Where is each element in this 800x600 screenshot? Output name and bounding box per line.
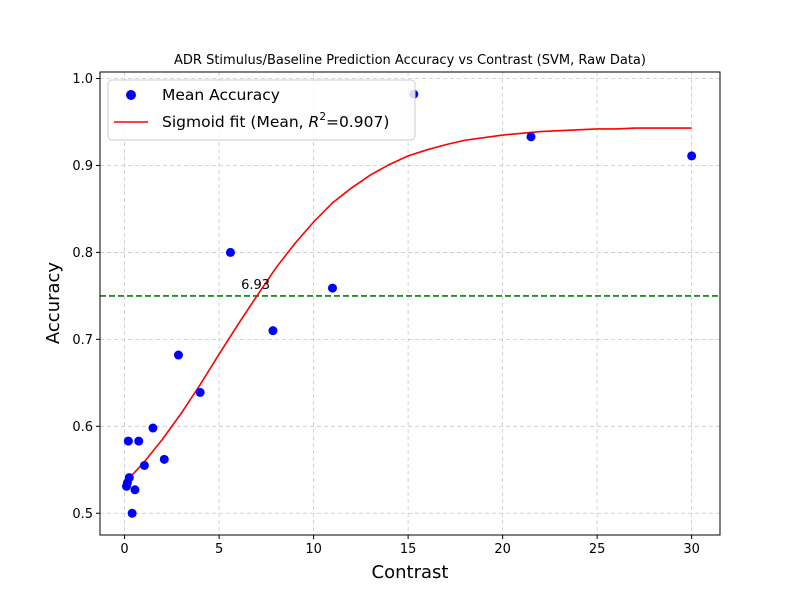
legend-marker-mean-accuracy	[126, 90, 136, 100]
y-tick-label: 0.9	[72, 159, 93, 174]
data-point	[526, 132, 536, 142]
grid	[100, 72, 720, 535]
ticks-layer: 0 5 10 15 20 25 30 0.5 0.6 0.7 0.8 0.9 1.0	[72, 72, 700, 557]
data-point	[328, 283, 337, 293]
x-axis-label: Contrast	[372, 562, 449, 583]
data-points-layer	[121, 89, 697, 518]
legend-label-mean-accuracy: Mean Accuracy	[162, 86, 280, 104]
x-tick-label: 25	[589, 542, 606, 557]
fit-curve-layer	[125, 127, 692, 482]
data-point	[134, 436, 144, 446]
data-point	[195, 387, 205, 397]
threshold-annotation: 6.93	[241, 278, 270, 293]
y-axis-label: Accuracy	[43, 262, 64, 345]
data-point	[130, 485, 140, 495]
x-tick-label: 30	[683, 542, 700, 557]
chart-title: ADR Stimulus/Baseline Prediction Accurac…	[174, 53, 646, 68]
legend-label-sigmoid-sup: 2	[319, 111, 326, 123]
data-point	[123, 436, 133, 446]
legend-label-sigmoid-fit: Sigmoid fit (Mean, R2=0.907)	[162, 111, 389, 131]
plot-frame	[99, 71, 721, 536]
legend-label-sigmoid-prefix: Sigmoid fit (Mean,	[162, 113, 309, 131]
y-tick-label: 0.6	[72, 420, 93, 435]
data-point	[148, 423, 158, 433]
legend-box	[107, 79, 416, 141]
data-point	[139, 460, 149, 470]
data-point	[124, 473, 134, 483]
data-point	[173, 350, 183, 360]
x-tick-label: 5	[215, 542, 223, 557]
annotation-layer: 6.93	[241, 278, 270, 293]
y-tick-label: 0.7	[72, 333, 93, 348]
data-point	[159, 454, 169, 464]
legend: Mean Accuracy Sigmoid fit (Mean, R2=0.90…	[107, 79, 416, 141]
data-point	[127, 508, 137, 518]
x-tick-label: 20	[494, 542, 511, 557]
y-tick-label: 0.5	[72, 507, 93, 522]
x-tick-label: 10	[305, 542, 322, 557]
x-tick-label: 15	[400, 542, 417, 557]
legend-label-sigmoid-r: R	[309, 113, 320, 131]
data-point	[268, 326, 278, 336]
y-tick-label: 0.8	[72, 246, 93, 261]
data-point	[225, 247, 235, 257]
data-point	[687, 151, 697, 161]
y-tick-label: 1.0	[72, 72, 93, 87]
x-tick-label: 0	[120, 542, 128, 557]
legend-label-sigmoid-suffix: =0.907)	[326, 113, 389, 131]
sigmoid-fit-curve	[125, 127, 692, 482]
